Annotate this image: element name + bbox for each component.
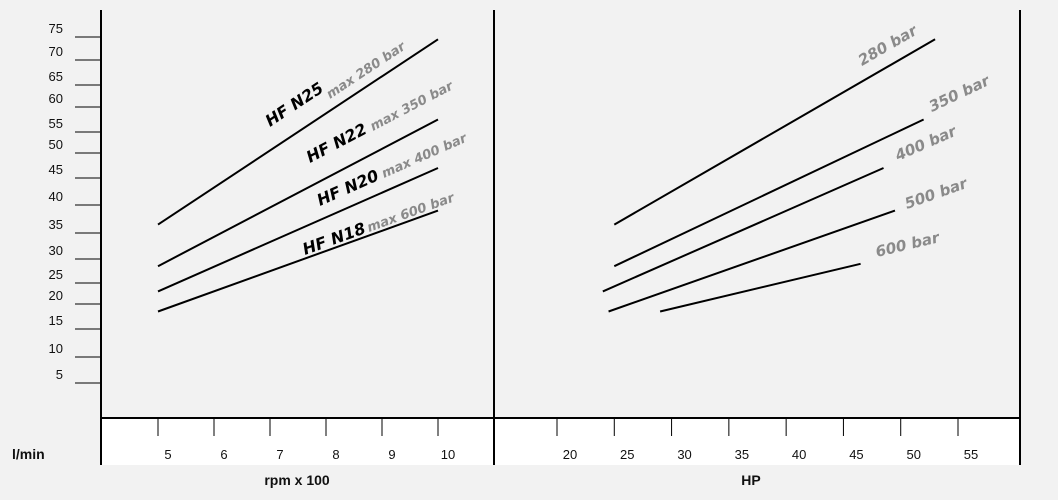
y-tick-label: 65 (49, 69, 63, 84)
x-axis-band (101, 418, 1020, 465)
y-axis-ticks: 5 10 15 20 25 30 35 40 45 50 55 60 65 70 75 (49, 21, 101, 384)
x-tick-label: 10 (441, 447, 455, 462)
y-tick-label: 75 (49, 21, 63, 36)
y-tick-label: 30 (49, 243, 63, 258)
x-tick-label: 45 (849, 447, 863, 462)
series-line (613, 38, 936, 226)
x-tick-label: 6 (220, 447, 227, 462)
y-tick-label: 10 (49, 341, 63, 356)
y-tick-label: 5 (56, 367, 63, 382)
y-tick-label: 15 (49, 313, 63, 328)
x-tick-label: 30 (677, 447, 691, 462)
x-tick-label: 7 (276, 447, 283, 462)
x-tick-label: 50 (906, 447, 920, 462)
left-x-axis-label: rpm x 100 (264, 472, 330, 488)
series-line (157, 209, 439, 313)
series-line (659, 262, 861, 313)
right-x-axis-ticks: 20 25 30 35 40 45 50 55 (556, 418, 978, 462)
x-tick-label: 9 (388, 447, 395, 462)
series-line (157, 167, 439, 293)
right-series-lines (602, 38, 936, 313)
left-x-axis-ticks: 5 6 7 8 9 10 (157, 418, 455, 462)
y-tick-label: 35 (49, 217, 63, 232)
right-x-axis-label: HP (741, 472, 760, 488)
x-tick-label: 20 (563, 447, 577, 462)
x-tick-label: 35 (735, 447, 749, 462)
y-axis-label: l/min (12, 446, 45, 462)
series-line (613, 118, 925, 268)
y-tick-label: 55 (49, 116, 63, 131)
x-tick-label: 5 (164, 447, 171, 462)
y-tick-label: 50 (49, 137, 63, 152)
y-tick-label: 25 (49, 267, 63, 282)
y-tick-label: 45 (49, 162, 63, 177)
y-tick-label: 60 (49, 91, 63, 106)
x-tick-label: 25 (620, 447, 634, 462)
x-tick-label: 40 (792, 447, 806, 462)
y-tick-label: 70 (49, 44, 63, 59)
series-line (157, 118, 439, 268)
series-line (157, 38, 439, 226)
series-line (602, 167, 884, 293)
left-series-lines (157, 38, 439, 313)
x-tick-label: 8 (332, 447, 339, 462)
x-tick-label: 55 (964, 447, 978, 462)
y-tick-label: 40 (49, 189, 63, 204)
series-line (608, 209, 896, 313)
y-tick-label: 20 (49, 288, 63, 303)
